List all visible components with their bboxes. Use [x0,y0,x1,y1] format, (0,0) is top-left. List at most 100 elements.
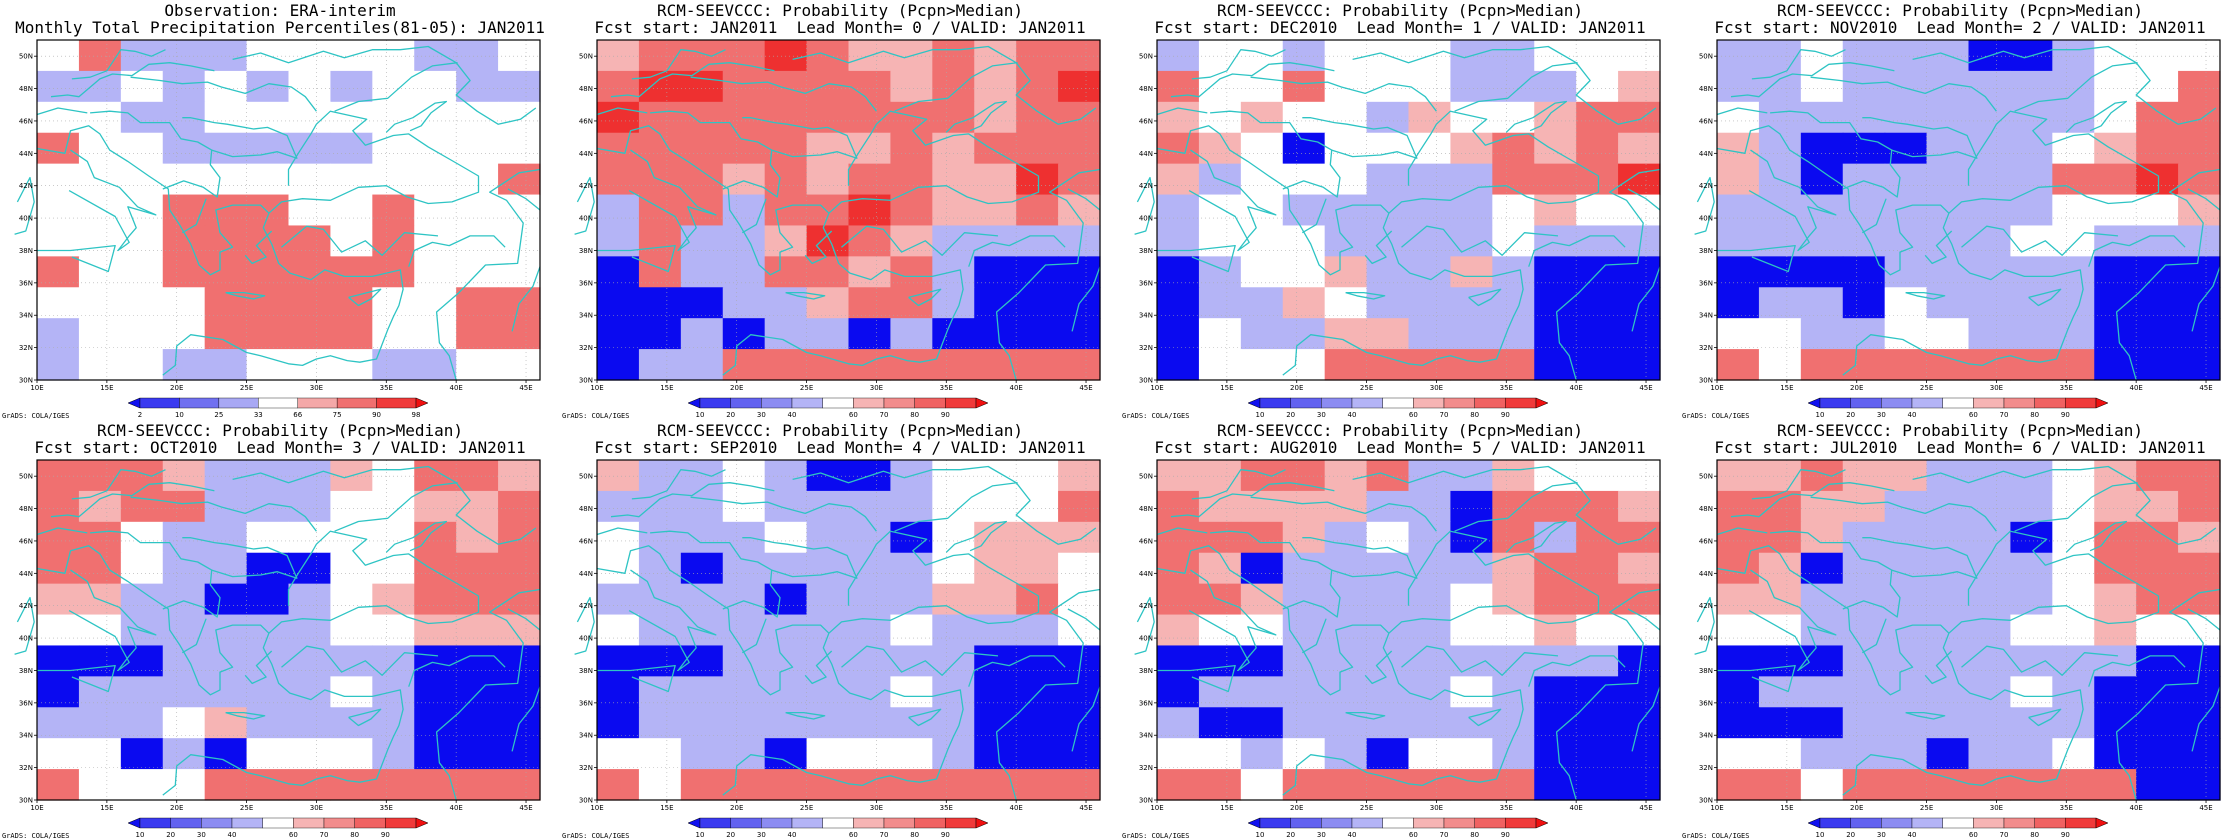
grid-cell [1492,707,1535,739]
grid-cell [1717,132,1760,165]
lon-label: 25E [240,804,253,812]
grid-cell [1016,287,1059,319]
grid-cell [848,521,892,554]
grid-cell [1157,132,1200,165]
grid-cell [764,225,808,257]
grid-cell [1758,490,1802,523]
coastline [597,664,676,693]
lon-label: 25E [240,384,253,392]
grid-cell [288,490,332,523]
grid-cell [1198,132,1242,165]
colorbar-label: 30 [1317,411,1326,419]
coastline [1301,618,1327,654]
grid-cell [414,676,457,708]
grid-cell [1157,225,1200,257]
grid-cell [806,490,850,523]
colorbar-bin [1321,397,1353,409]
coastline [408,235,506,267]
grid-cell [1408,287,1452,319]
colorbar: 10 20 30 40 60 70 80 90 [1807,397,2109,419]
colorbar-label: 30 [1877,831,1886,839]
colorbar-arrow-right [975,397,989,409]
grid-cell [806,676,850,708]
grid-cell [2010,614,2053,647]
coastline [225,711,266,720]
colorbar-bin [385,817,417,829]
grid-cell [456,490,499,523]
grid-cell [1492,70,1535,103]
grid-cell [890,318,933,350]
grid-cell [1157,645,1200,677]
grid-cell [2052,318,2095,350]
colorbar-label: 60 [1409,411,1418,419]
grid-cell [1758,287,1802,319]
probability-cells [37,460,541,801]
grid-cell [37,163,80,196]
coastline [1301,198,1327,234]
grid-cell [1534,225,1577,257]
grid-cell [1240,583,1284,616]
grid-cell [330,738,373,770]
lat-label: 42N [1699,182,1713,190]
grid-cell [1157,614,1200,647]
coastline [1862,537,1978,579]
grads-credit: GrADS: COLA/IGES [562,412,630,420]
grid-cell [1884,614,1928,647]
grid-cell [288,738,332,770]
colorbar-bin [1911,817,1943,829]
lon-label: 30E [1990,384,2003,392]
grid-cell [597,101,640,134]
colorbar-bin [2034,397,2066,409]
grid-cell [806,583,850,616]
lon-label: 45E [1079,384,1092,392]
coastline [1861,198,1887,234]
grid-cell [848,70,892,103]
grid-cell [1016,194,1059,227]
lat-label: 30N [579,797,593,805]
grid-cell [1618,101,1661,134]
grid-cell [1717,318,1760,350]
grid-cell [246,70,290,103]
grid-cell [2094,521,2137,554]
colorbar-arrow-right [1535,397,1549,409]
coastlines [1134,465,1661,801]
coastline [1345,711,1386,720]
colorbar-label: 40 [788,831,797,839]
grid-cell [1408,70,1452,103]
grid-cell [2010,194,2053,227]
grid-cell [1717,769,1760,801]
grid-cell [722,738,766,770]
grid-cell [1534,287,1577,319]
grid-cell [1324,460,1368,492]
grid-cell [2178,40,2221,72]
lat-label: 42N [1139,602,1153,610]
grid-cell [890,349,933,381]
coastline [2065,520,2128,553]
coastline [1716,527,1768,536]
grid-cell [806,614,850,647]
grid-cell [1366,70,1410,103]
grid-cell [1758,132,1802,165]
grid-cell [932,101,975,134]
coastline [1067,188,1101,211]
colorbar-label: 80 [1470,411,1479,419]
grid-cell [1408,521,1452,554]
coastline [1401,225,1559,256]
grid-cell [246,132,290,165]
grid-cell [1576,552,1619,585]
grid-cell [288,318,332,350]
graticule [37,40,540,380]
grid-cell [456,132,499,165]
grid-cell [1058,521,1101,554]
grid-cell [1058,40,1101,72]
lat-label: 32N [19,764,33,772]
grid-cell [372,738,415,770]
lon-label: 15E [1780,384,1793,392]
colorbar-label: 10 [136,831,145,839]
grid-cell [1576,614,1619,647]
coastline [1751,49,1846,80]
colorbar-arrow-right [975,817,989,829]
lat-label: 46N [579,537,593,545]
grid-cell [1157,521,1200,554]
